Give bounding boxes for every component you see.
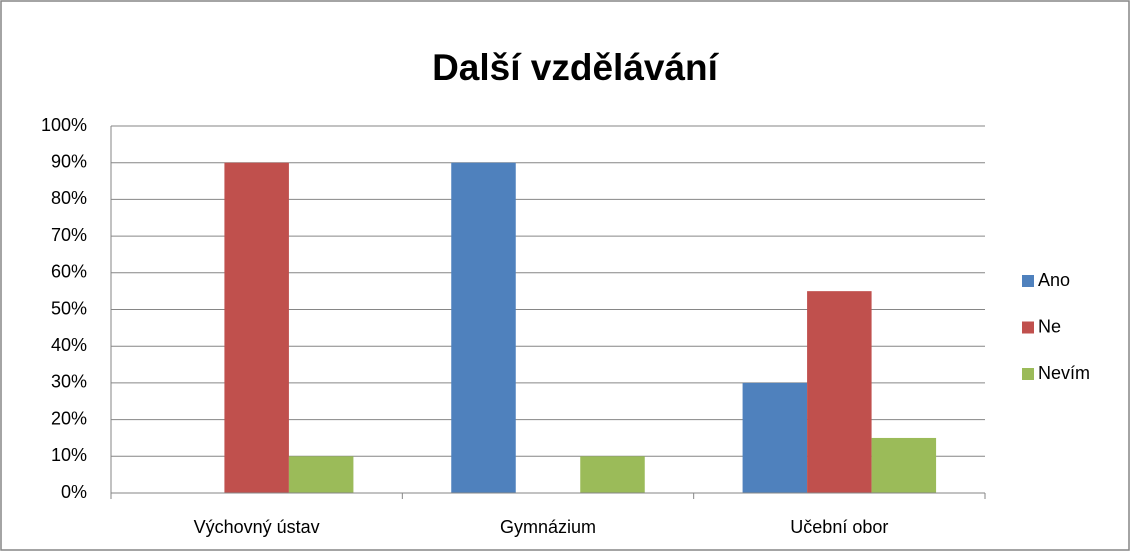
bar — [451, 162, 516, 493]
y-tick-label: 0% — [61, 482, 87, 502]
legend-label: Nevím — [1038, 363, 1090, 383]
x-tick-label: Výchovný ústav — [194, 517, 320, 537]
y-tick-label: 30% — [51, 372, 87, 392]
y-tick-label: 90% — [51, 151, 87, 171]
bar — [580, 456, 645, 493]
bar — [871, 437, 937, 493]
y-tick-label: 80% — [51, 188, 87, 208]
x-tick-label: Gymnázium — [500, 517, 596, 537]
y-tick-label: 50% — [51, 298, 87, 318]
x-tick-label: Učební obor — [790, 517, 888, 537]
chart-title: Další vzdělávání — [432, 47, 720, 88]
bar — [807, 291, 872, 493]
legend-swatch — [1022, 275, 1034, 287]
y-tick-label: 10% — [51, 445, 87, 465]
legend-swatch — [1022, 368, 1034, 380]
y-tick-label: 40% — [51, 335, 87, 355]
legend-label: Ne — [1038, 316, 1061, 336]
legend-swatch — [1022, 321, 1034, 334]
y-tick-label: 70% — [51, 225, 87, 245]
y-tick-label: 100% — [41, 115, 87, 135]
bar — [742, 382, 808, 493]
legend-label: Ano — [1038, 270, 1070, 290]
bar — [288, 456, 354, 493]
bar — [224, 162, 289, 493]
y-tick-label: 60% — [51, 262, 87, 282]
y-tick-label: 20% — [51, 408, 87, 428]
